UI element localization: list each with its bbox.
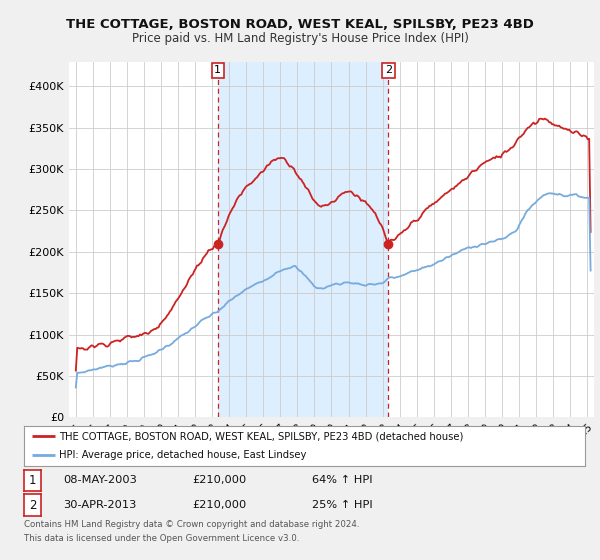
Text: This data is licensed under the Open Government Licence v3.0.: This data is licensed under the Open Gov… (24, 534, 299, 543)
Text: 2: 2 (29, 498, 36, 512)
Text: Contains HM Land Registry data © Crown copyright and database right 2024.: Contains HM Land Registry data © Crown c… (24, 520, 359, 529)
Text: Price paid vs. HM Land Registry's House Price Index (HPI): Price paid vs. HM Land Registry's House … (131, 32, 469, 45)
Text: 1: 1 (214, 66, 221, 76)
Text: THE COTTAGE, BOSTON ROAD, WEST KEAL, SPILSBY, PE23 4BD (detached house): THE COTTAGE, BOSTON ROAD, WEST KEAL, SPI… (59, 432, 464, 441)
Text: THE COTTAGE, BOSTON ROAD, WEST KEAL, SPILSBY, PE23 4BD: THE COTTAGE, BOSTON ROAD, WEST KEAL, SPI… (66, 18, 534, 31)
Text: 2: 2 (385, 66, 392, 76)
Bar (218, 62, 388, 417)
Text: 08-MAY-2003: 08-MAY-2003 (63, 475, 137, 486)
Text: £210,000: £210,000 (192, 475, 246, 486)
Text: £210,000: £210,000 (192, 500, 246, 510)
Text: 30-APR-2013: 30-APR-2013 (63, 500, 136, 510)
Text: 64% ↑ HPI: 64% ↑ HPI (312, 475, 373, 486)
Text: 25% ↑ HPI: 25% ↑ HPI (312, 500, 373, 510)
Text: HPI: Average price, detached house, East Lindsey: HPI: Average price, detached house, East… (59, 450, 307, 460)
Text: 1: 1 (29, 474, 36, 487)
